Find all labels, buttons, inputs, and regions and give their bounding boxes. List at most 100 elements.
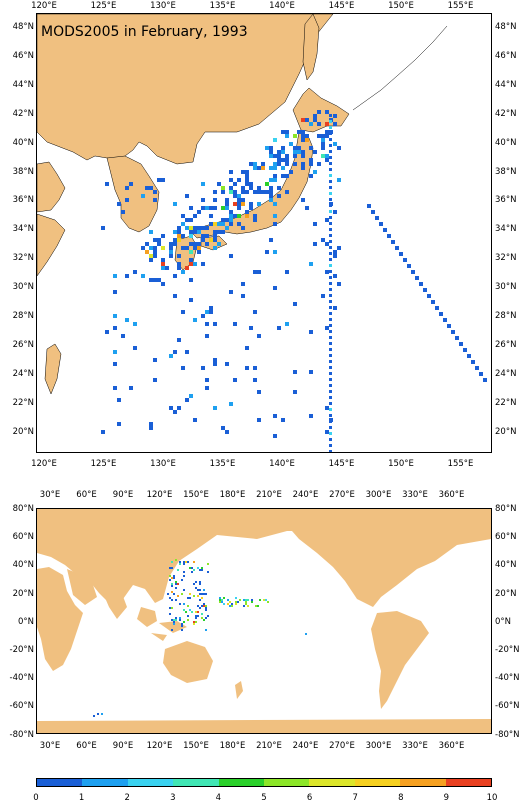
observation-cell xyxy=(281,166,285,170)
observation-cell xyxy=(329,390,332,393)
observation-cell xyxy=(285,270,289,274)
observation-cell xyxy=(221,218,225,222)
observation-cell xyxy=(325,122,329,126)
observation-cell xyxy=(207,615,209,617)
observation-cell xyxy=(183,589,185,591)
observation-cell xyxy=(105,330,109,334)
observation-cell xyxy=(157,278,161,282)
observation-cell xyxy=(181,214,185,218)
observation-cell xyxy=(233,194,237,198)
observation-cell xyxy=(297,130,301,134)
observation-cell xyxy=(171,599,173,601)
observation-cell xyxy=(243,599,245,601)
observation-cell xyxy=(171,567,173,569)
top-map-lon-label-top: 140°E xyxy=(269,1,295,11)
observation-cell xyxy=(239,599,241,601)
observation-cell xyxy=(329,168,332,171)
observation-cell xyxy=(189,206,193,210)
observation-cell xyxy=(329,174,332,177)
observation-cell xyxy=(181,593,183,595)
observation-cell xyxy=(253,218,257,222)
global-map xyxy=(36,508,492,734)
observation-cell xyxy=(281,146,285,150)
observation-cell xyxy=(337,146,341,150)
global-map-lat-label-right: 40°N xyxy=(495,560,517,571)
observation-cell xyxy=(113,326,117,330)
observation-cell xyxy=(125,198,129,202)
observation-cell xyxy=(149,426,153,430)
observation-cell xyxy=(197,250,201,254)
observation-cell xyxy=(329,444,332,447)
top-map-lat-label-right: 28°N xyxy=(495,311,517,321)
top-map-lat-label-left: 40°N xyxy=(12,137,34,148)
observation-cell xyxy=(219,597,221,599)
observation-cell xyxy=(201,314,205,318)
observation-cell xyxy=(321,238,325,242)
global-map-lat-label-left: 20°N xyxy=(12,588,34,599)
observation-cell xyxy=(185,226,189,230)
observation-cell xyxy=(285,322,289,326)
global-map-lon-label-bottom: 270°E xyxy=(329,741,355,751)
observation-cell xyxy=(285,174,289,178)
global-map-lon-label-bottom: 30°E xyxy=(39,741,61,751)
observation-cell xyxy=(281,418,285,422)
top-map-lat-label-left: 44°N xyxy=(12,79,34,90)
observation-cell xyxy=(329,432,332,435)
land-arabia-india xyxy=(67,569,127,619)
observation-cell xyxy=(257,186,261,190)
observation-cell xyxy=(203,593,205,595)
global-map-lat-label-right: 80°N xyxy=(495,504,517,514)
top-map-lon-label-bottom: 150°E xyxy=(388,459,414,469)
observation-cell xyxy=(175,587,177,589)
observation-cell xyxy=(149,278,153,282)
global-map-lat-label-right: 20°N xyxy=(495,588,517,599)
observation-cell xyxy=(333,254,337,258)
observation-cell xyxy=(253,214,257,218)
observation-cell xyxy=(325,218,329,222)
observation-cell xyxy=(231,603,233,605)
top-map-lat-label-right: 48°N xyxy=(495,22,517,32)
observation-cell xyxy=(189,298,193,302)
land-new-zealand xyxy=(235,681,243,699)
observation-cell xyxy=(265,599,267,601)
observation-cell xyxy=(169,613,171,615)
observation-cell xyxy=(297,150,301,154)
observation-cell xyxy=(171,619,173,621)
regional-map-japan: MODS2005 in February, 1993 xyxy=(36,13,492,453)
observation-cell xyxy=(229,178,233,182)
top-map-lat-label-left: 26°N xyxy=(12,339,34,350)
observation-cell xyxy=(171,607,173,609)
observation-cell xyxy=(189,262,193,266)
observation-cell xyxy=(247,605,249,607)
observation-cell xyxy=(241,190,245,194)
observation-cell xyxy=(205,334,209,338)
observation-cell xyxy=(201,206,205,210)
observation-cell xyxy=(387,234,391,238)
global-map-lon-label-top: 150°E xyxy=(183,490,209,500)
observation-cell xyxy=(289,142,293,146)
observation-cell xyxy=(161,262,165,266)
observation-cell xyxy=(325,242,329,246)
observation-cell xyxy=(171,591,173,593)
observation-cell xyxy=(113,362,117,366)
observation-cell xyxy=(189,258,193,262)
observation-cell xyxy=(171,577,173,579)
observation-cell xyxy=(329,324,332,327)
observation-cell xyxy=(177,266,181,270)
observation-cell xyxy=(201,605,203,607)
observation-cell xyxy=(173,593,175,595)
top-map-lat-label-right: 40°N xyxy=(495,137,517,148)
observation-cell xyxy=(187,597,189,599)
land-china-coast xyxy=(37,161,66,213)
observation-cell xyxy=(277,186,281,190)
land-korea xyxy=(106,155,160,233)
observation-cell xyxy=(217,182,221,186)
observation-cell xyxy=(177,338,181,342)
observation-cell xyxy=(249,326,253,330)
land-antarctica xyxy=(37,719,491,733)
observation-cell xyxy=(329,114,332,117)
colorbar-segment xyxy=(354,779,401,786)
colorbar-label: 3 xyxy=(170,793,176,803)
observation-cell xyxy=(205,322,209,326)
observation-cell xyxy=(171,561,173,563)
